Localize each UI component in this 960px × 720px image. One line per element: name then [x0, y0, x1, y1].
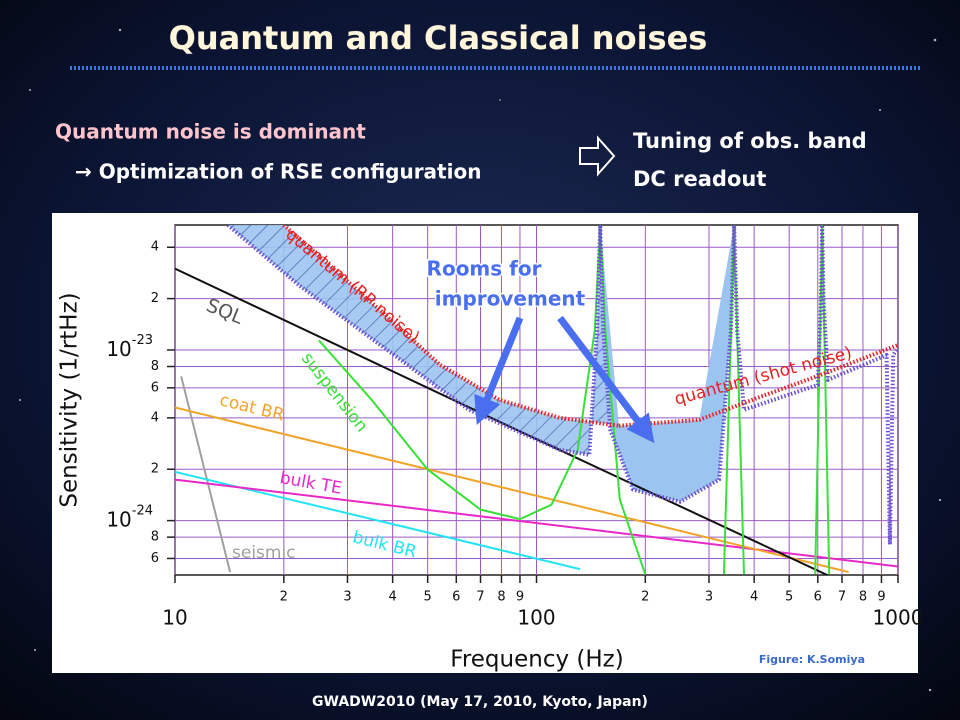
x-tick-label: 5 [785, 590, 793, 605]
y-tick-base: 10 [106, 507, 131, 531]
x-tick-label: 6 [452, 590, 460, 605]
chart-panel [52, 213, 918, 673]
y-tick-label: 10-24 [106, 503, 153, 531]
y-tick-label: 2 [151, 462, 159, 477]
point: → Optimization of RSE configuration [75, 160, 481, 184]
x-tick-label: 9 [516, 590, 524, 605]
y-tick-base: 10 [106, 336, 131, 360]
outcome: DC readout [633, 167, 766, 191]
series-lines [175, 225, 898, 575]
series-line [180, 376, 232, 573]
series-line [175, 267, 830, 575]
x-tick-label: 7 [838, 590, 846, 605]
y-tick-exponent: -23 [132, 332, 153, 347]
series-label: seismic [232, 543, 296, 563]
x-tick-label: 3 [343, 590, 351, 605]
point: Quantum noise is dominant [55, 120, 366, 144]
x-tick-label: 8 [859, 590, 867, 605]
hollow-arrow [579, 135, 616, 177]
footer: GWADW2010 (May 17, 2010, Kyoto, Japan) [312, 694, 648, 710]
slide-title: Quantum and Classical noises [169, 19, 708, 57]
x-tick-label: 2 [641, 590, 649, 605]
y-tick-label: 8 [151, 359, 159, 374]
y-tick-label: 6 [151, 551, 159, 566]
x-tick-label: 4 [750, 590, 758, 605]
credit: Figure: K.Somiya [759, 653, 865, 666]
series-line [175, 406, 849, 573]
x-tick-label: 100 [517, 606, 555, 630]
x-tick-label: 1000 [873, 606, 924, 630]
x-tick-label: 6 [814, 590, 822, 605]
y-tick-label: 4 [151, 410, 159, 425]
x-tick-label: 3 [705, 590, 713, 605]
x-tick-label: 7 [476, 590, 484, 605]
y-tick-exponent: -24 [132, 503, 153, 518]
x-tick-label: 5 [424, 590, 432, 605]
annotation-arrow [557, 315, 655, 444]
y-tick-label: 6 [151, 380, 159, 395]
x-tick-label: 4 [389, 590, 397, 605]
x-tick-label: 2 [280, 590, 288, 605]
x-tick-label: 9 [877, 590, 885, 605]
y-tick-label: 4 [151, 240, 159, 255]
series-line [618, 343, 898, 428]
x-axis-label: Frequency (Hz) [450, 647, 623, 673]
x-tick-label: 8 [497, 590, 505, 605]
series-line [318, 225, 831, 575]
hatched-region [227, 225, 619, 455]
y-tick-label: 10-23 [106, 332, 153, 360]
y-axis-label: Sensitivity (1/rtHz) [57, 292, 83, 507]
annotation: improvement [435, 287, 586, 311]
y-tick-label: 2 [151, 291, 159, 306]
outcome: Tuning of obs. band [633, 129, 867, 153]
annotation-arrow [474, 316, 524, 425]
series-line [226, 225, 898, 547]
y-tick-label: 8 [151, 530, 159, 545]
stars [19, 28, 942, 692]
annotation: Rooms for [427, 257, 542, 281]
x-tick-label: 10 [162, 606, 187, 630]
